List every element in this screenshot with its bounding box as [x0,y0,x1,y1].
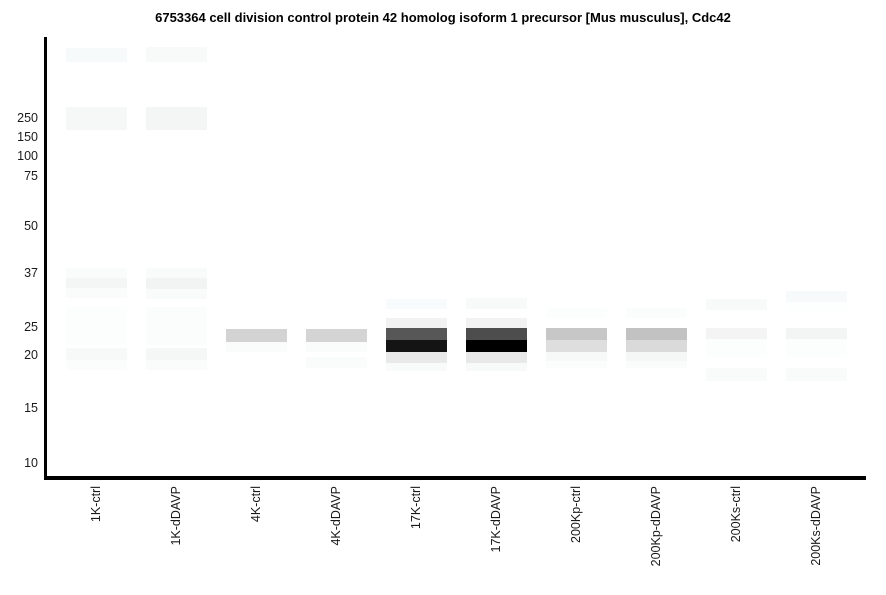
gel-band [545,328,607,340]
gel-band [65,307,127,345]
gel-band [145,289,207,299]
gel-band [625,340,687,352]
gel-band [145,268,207,278]
gel-band [705,328,767,339]
lane-label: 4K-ctrl [249,486,263,523]
lane-label: 200Kp-ctrl [569,486,583,543]
gel-band [385,340,447,352]
gel-band [465,318,527,328]
y-tick-label: 10 [24,456,38,470]
gel-band [465,363,527,371]
y-tick-label: 37 [24,266,38,280]
gel-band [625,328,687,340]
gel-band [705,339,767,357]
gel-band [545,340,607,352]
gel-band [65,278,127,288]
gel-band [385,352,447,363]
gel-band [225,329,287,342]
lane-label: 1K-ctrl [89,486,103,523]
lane-label: 200Kp-dDAVP [649,486,663,567]
gel-band [65,288,127,298]
gel-band [225,342,287,352]
gel-band [65,107,127,130]
gel-band [625,352,687,361]
gel-band [785,368,847,381]
y-tick-label: 150 [17,130,38,144]
y-tick-label: 75 [24,169,38,183]
gel-band [625,361,687,368]
gel-band [465,340,527,352]
gel-band [545,352,607,361]
gel-band [65,48,127,62]
y-tick-label: 100 [17,149,38,163]
y-tick-label: 25 [24,320,38,334]
gel-band [785,328,847,339]
y-tick-label: 20 [24,348,38,362]
x-axis-line [44,476,866,480]
lane-label: 200Ks-ctrl [729,486,743,543]
gel-band [785,291,847,302]
gel-band [65,360,127,370]
lane-label: 200Ks-dDAVP [809,486,823,566]
gel-band [545,308,607,318]
y-tick-label: 250 [17,111,38,125]
gel-band [465,352,527,363]
gel-band [145,107,207,130]
lane-label: 1K-dDAVP [169,486,183,546]
y-tick-label: 15 [24,401,38,415]
chart-title: 6753364 cell division control protein 42… [155,10,731,25]
gel-band [305,357,367,368]
lane-label: 17K-dDAVP [489,486,503,553]
gel-band [785,339,847,357]
y-axis-line [44,37,47,480]
gel-band [385,328,447,340]
gel-band [465,328,527,340]
gel-band [145,348,207,360]
gel-band [385,363,447,371]
gel-band [625,308,687,318]
gel-band [705,368,767,381]
gel-band [65,268,127,278]
lane-label: 4K-dDAVP [329,486,343,546]
gel-band [145,47,207,62]
gel-band [145,278,207,289]
gel-band [385,299,447,309]
gel-band [545,361,607,368]
gel-band [145,307,207,345]
gel-band [785,302,847,311]
y-tick-label: 50 [24,219,38,233]
gel-band [305,329,367,342]
gel-band [705,299,767,310]
gel-band [145,360,207,370]
gel-band [385,318,447,328]
gel-band [305,342,367,352]
lane-label: 17K-ctrl [409,486,423,530]
gel-band [465,298,527,309]
gel-band [65,348,127,360]
